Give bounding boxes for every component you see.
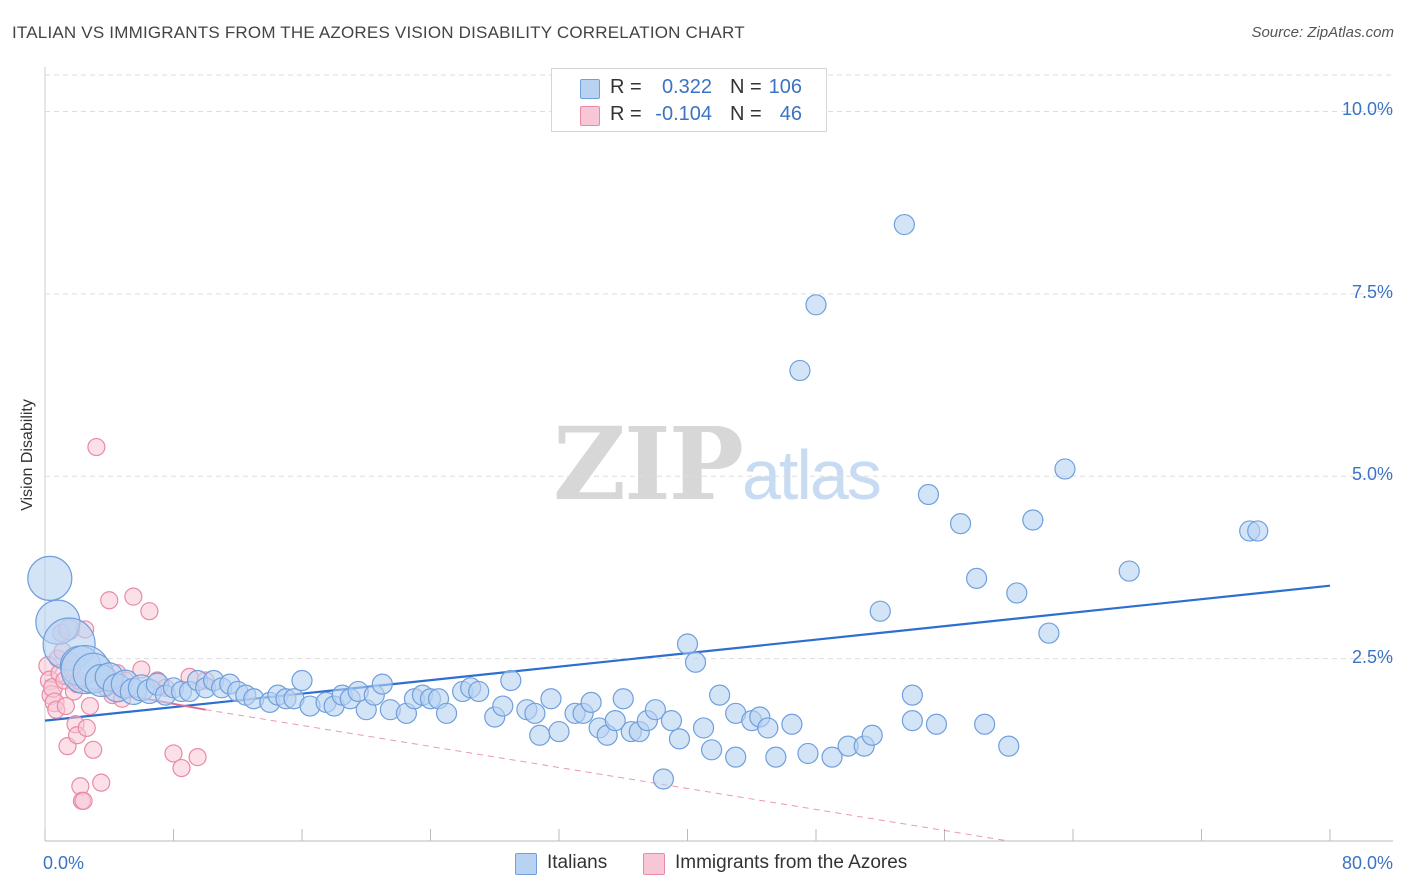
italians-point-49 — [468, 680, 490, 703]
azores-point-26 — [80, 696, 100, 716]
italians-point-83 — [781, 713, 803, 735]
azores-point-35 — [140, 602, 159, 621]
x-tick-label-max: 80.0% — [1341, 853, 1393, 873]
italians-point-71 — [668, 728, 691, 750]
italians-point-64 — [612, 688, 634, 710]
legend-label-italians: Italians — [547, 852, 608, 873]
italians-point-87 — [821, 746, 843, 768]
azores-point-11 — [56, 696, 75, 716]
legend-n-value: 106 — [768, 76, 802, 98]
legend-row-azores: R = -0.104 N = 46 — [552, 101, 826, 129]
azores-point-38 — [164, 744, 183, 763]
italians-point-68 — [644, 699, 666, 721]
azores-point-29 — [92, 773, 111, 792]
legend-swatch-blue — [580, 79, 600, 99]
legend-n-label: N = — [730, 76, 762, 98]
legend-r-value: 0.322 — [661, 76, 712, 98]
italians-point-84 — [789, 359, 811, 382]
azores-point-25 — [77, 718, 96, 738]
italians-point-95 — [917, 483, 940, 506]
italians-point-54 — [524, 702, 546, 724]
italians-point-97 — [949, 513, 972, 535]
italians-point-90 — [861, 724, 883, 746]
italians-point-52 — [500, 669, 522, 692]
legend-r-label: R = — [610, 103, 642, 125]
italians-point-100 — [998, 735, 1020, 757]
azores-point-27 — [84, 740, 103, 759]
legend-swatch-blue — [515, 853, 537, 875]
axes — [44, 67, 1393, 842]
data-points — [27, 213, 1269, 810]
legend-swatch-pink — [643, 853, 665, 875]
watermark-atlas: atlas — [741, 436, 882, 514]
legend-swatch-pink — [580, 106, 600, 126]
italians-point-102 — [1022, 509, 1044, 531]
italians-point-93 — [901, 710, 923, 732]
azores-point-39 — [172, 758, 191, 778]
legend-row-italians: R = 0.322 N = 106 — [552, 74, 826, 102]
italians-point-94 — [901, 684, 923, 706]
y-tick-label: 5.0% — [1351, 464, 1393, 485]
italians-point-30 — [291, 669, 313, 692]
italians-point-74 — [692, 717, 715, 739]
italians-point-51 — [492, 695, 514, 717]
italians-point-0 — [27, 555, 73, 601]
chart-title: ITALIAN VS IMMIGRANTS FROM THE AZORES VI… — [12, 23, 745, 42]
azores-point-28 — [87, 437, 106, 457]
italians-point-82 — [765, 746, 787, 768]
italians-point-39 — [371, 673, 393, 695]
italians-point-103 — [1038, 622, 1060, 644]
gridlines — [45, 74, 1393, 660]
italians-point-70 — [660, 710, 683, 732]
italians-point-56 — [540, 688, 562, 710]
italians-point-75 — [700, 739, 723, 761]
italians-point-104 — [1054, 458, 1076, 480]
italians-point-46 — [435, 702, 458, 724]
watermark: ZIPatlas — [553, 405, 882, 523]
italians-point-96 — [925, 713, 948, 735]
italians-point-105 — [1118, 560, 1140, 582]
y-tick-label: 2.5% — [1351, 646, 1393, 667]
italians-point-81 — [757, 717, 779, 739]
italians-point-69 — [652, 768, 675, 790]
azores-point-30 — [100, 591, 119, 610]
azores-point-33 — [124, 587, 143, 606]
italians-point-92 — [893, 213, 915, 236]
italians-point-60 — [580, 691, 602, 713]
italians-point-85 — [805, 294, 827, 316]
italians-point-99 — [974, 713, 996, 735]
legend-r-label: R = — [610, 76, 642, 98]
italians-point-78 — [725, 746, 747, 768]
legend-n-label: N = — [730, 103, 762, 125]
italians-point-63 — [604, 710, 626, 732]
italians-point-107 — [1247, 520, 1269, 542]
italians-point-98 — [966, 567, 988, 589]
watermark-zip: ZIP — [553, 405, 744, 523]
italians-point-101 — [1006, 582, 1028, 604]
italians-point-73 — [684, 651, 707, 673]
azores-point-23 — [74, 791, 93, 810]
legend-n-value: 46 — [779, 103, 802, 125]
y-tick-label: 10.0% — [1341, 99, 1393, 120]
source-label: Source: ZipAtlas.com — [1251, 24, 1394, 41]
legend-label-azores: Immigrants from the Azores — [675, 852, 908, 873]
trend-lines — [44, 584, 1331, 842]
correlation-legend: R = 0.322 N = 106 R = -0.104 N = 46 — [551, 68, 827, 132]
italians-point-86 — [797, 742, 819, 765]
italians-point-57 — [548, 720, 570, 743]
x-tick-label-min: 0.0% — [43, 853, 85, 873]
italians-point-72 — [676, 633, 699, 655]
legend-r-value: -0.104 — [655, 103, 712, 125]
azores-trend-extension — [205, 709, 1009, 842]
italians-point-76 — [709, 684, 731, 706]
italians-point-55 — [529, 724, 551, 746]
italians-point-91 — [869, 600, 891, 622]
azores-point-41 — [188, 748, 207, 767]
y-tick-label: 7.5% — [1351, 281, 1393, 302]
